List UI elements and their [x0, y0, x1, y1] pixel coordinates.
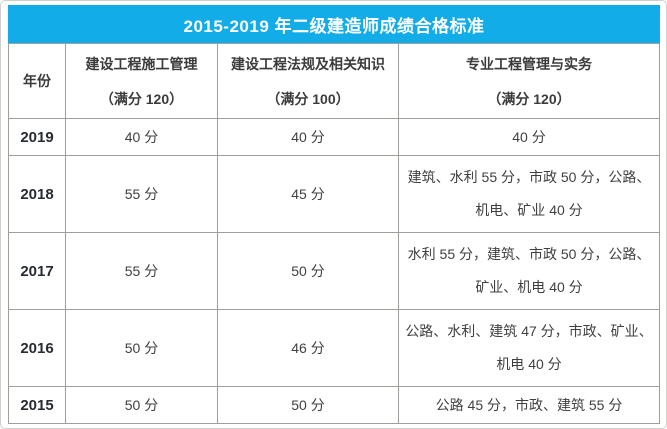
- table-row-2017: 2017 55 分 50 分 水利 55 分，建筑、市政 50 分，公路、矿业、…: [8, 232, 660, 310]
- header-cell-practice: 专业工程管理与实务 （满分 120）: [398, 43, 660, 119]
- regulations-score-cell: 40 分: [217, 118, 399, 156]
- year-cell: 2015: [8, 386, 66, 424]
- practice-score-cell: 公路 45 分，市政、建筑 55 分: [398, 386, 660, 424]
- management-score-cell: 50 分: [65, 309, 218, 387]
- regulations-score-cell: 50 分: [217, 386, 399, 424]
- management-score-cell: 50 分: [65, 386, 218, 424]
- header-practice-full-score: （满分 120）: [487, 90, 571, 107]
- table-row-2018: 2018 55 分 45 分 建筑、水利 55 分，市政 50 分，公路、机电、…: [8, 155, 660, 233]
- scores-table: 年份 建设工程施工管理 （满分 120） 建设工程法规及相关知识 （满分 100…: [8, 43, 660, 424]
- table-row-2019: 2019 40 分 40 分 40 分: [8, 118, 660, 156]
- table-title: 2015-2019 年二级建造师成绩合格标准: [8, 5, 660, 43]
- table-body: 2019 40 分 40 分 40 分 2018 55 分 45 分 建筑、水利…: [8, 118, 660, 424]
- practice-score-cell: 水利 55 分，建筑、市政 50 分，公路、矿业、机电 40 分: [398, 232, 660, 310]
- regulations-score-cell: 45 分: [217, 155, 399, 233]
- management-score-cell: 55 分: [65, 232, 218, 310]
- year-cell: 2016: [8, 309, 66, 387]
- table-header: 年份 建设工程施工管理 （满分 120） 建设工程法规及相关知识 （满分 100…: [8, 43, 660, 119]
- header-practice-name: 专业工程管理与实务: [466, 55, 592, 72]
- header-management-name: 建设工程施工管理: [85, 55, 198, 72]
- regulations-score-cell: 50 分: [217, 232, 399, 310]
- header-cell-management: 建设工程施工管理 （满分 120）: [65, 43, 218, 119]
- header-cell-regulations: 建设工程法规及相关知识 （满分 100）: [217, 43, 399, 119]
- header-row: 年份 建设工程施工管理 （满分 120） 建设工程法规及相关知识 （满分 100…: [8, 43, 660, 119]
- year-cell: 2019: [8, 118, 66, 156]
- table-row-2016: 2016 50 分 46 分 公路、水利、建筑 47 分，市政、矿业、机电 40…: [8, 309, 660, 387]
- practice-score-cell: 公路、水利、建筑 47 分，市政、矿业、机电 40 分: [398, 309, 660, 387]
- header-cell-year: 年份: [8, 43, 66, 119]
- year-cell: 2018: [8, 155, 66, 233]
- practice-score-cell: 40 分: [398, 118, 660, 156]
- management-score-cell: 40 分: [65, 118, 218, 156]
- table-row-2015: 2015 50 分 50 分 公路 45 分，市政、建筑 55 分: [8, 386, 660, 424]
- header-management-full-score: （满分 120）: [99, 90, 184, 107]
- header-regulations-name: 建设工程法规及相关知识: [231, 55, 385, 72]
- management-score-cell: 55 分: [65, 155, 218, 233]
- regulations-score-cell: 46 分: [217, 309, 399, 387]
- year-cell: 2017: [8, 232, 66, 310]
- header-regulations-full-score: （满分 100）: [266, 90, 350, 107]
- practice-score-cell: 建筑、水利 55 分，市政 50 分，公路、机电、矿业 40 分: [398, 155, 660, 233]
